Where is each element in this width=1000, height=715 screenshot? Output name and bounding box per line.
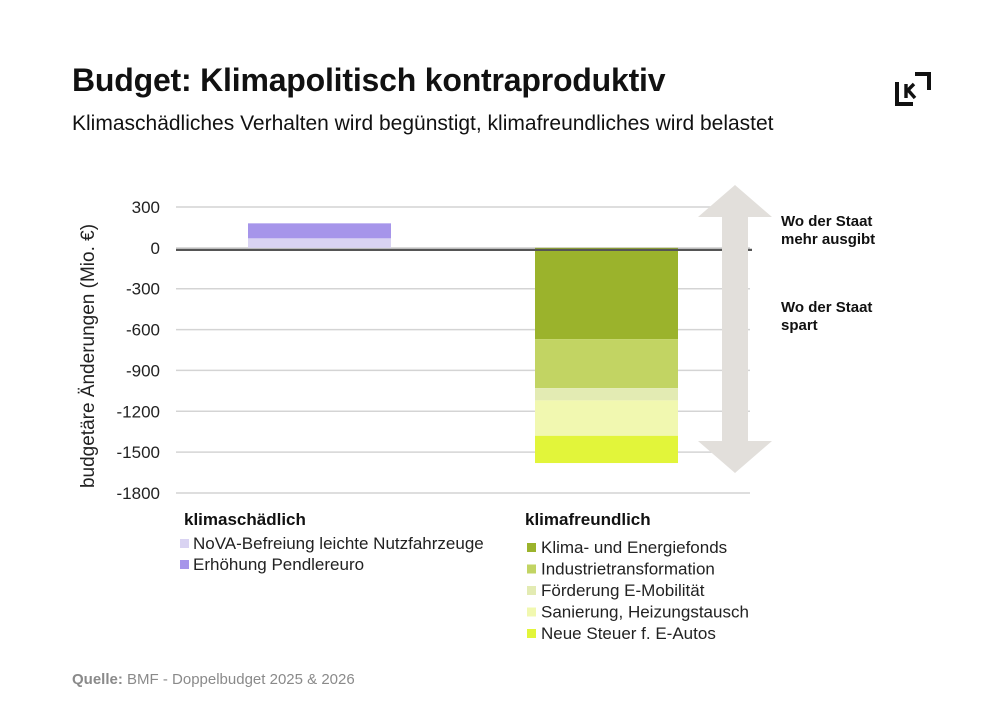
y-tick-label: -900 xyxy=(126,361,160,380)
direction-arrow: Wo der Staat mehr ausgibt Wo der Staat spar… xyxy=(698,185,875,473)
kontrast-logo-icon xyxy=(895,72,931,106)
legend-label: Sanierung, Heizungstausch xyxy=(541,603,749,622)
legend-swatch xyxy=(527,629,536,638)
bar-segment xyxy=(535,247,678,340)
source-note: Quelle: BMF - Doppelbudget 2025 & 2026 xyxy=(72,671,355,688)
y-tick-label: -1200 xyxy=(117,402,160,421)
annotation-up: Wo der Staat mehr ausgibt xyxy=(781,213,875,248)
bars xyxy=(248,223,678,464)
annotation-down: Wo der Staat spart xyxy=(781,299,872,334)
legend-swatch xyxy=(527,543,536,552)
legend-swatch xyxy=(527,607,536,617)
y-tick-label: 0 xyxy=(151,239,160,258)
legend-label: Industrietransformation xyxy=(541,560,715,579)
double-arrow-shape xyxy=(698,185,772,473)
y-tick-label: -1800 xyxy=(117,484,160,503)
category-label: klimafreundlich xyxy=(525,510,651,529)
page-subtitle: Klimaschädliches Verhalten wird begünsti… xyxy=(72,112,774,135)
page-title: Budget: Klimapolitisch kontraproduktiv xyxy=(72,62,666,98)
legend-swatch xyxy=(527,586,536,595)
legend-label: Erhöhung Pendlereuro xyxy=(193,555,364,574)
bar-segment xyxy=(535,388,678,401)
legend-swatch xyxy=(180,560,189,569)
bar-segment xyxy=(248,238,391,248)
y-axis-label: budgetäre Änderungen (Mio. €) xyxy=(78,224,99,488)
bar-segment xyxy=(248,223,391,239)
y-tick-label: -300 xyxy=(126,280,160,299)
y-axis: 300 0 -300 -600 -900 -1200 -1500 -1800 budgetäre… xyxy=(78,198,752,503)
legend-swatch xyxy=(527,564,536,574)
y-tick-label: -600 xyxy=(126,321,160,340)
bar-segment xyxy=(535,400,678,436)
legend-label: Neue Steuer f. E-Autos xyxy=(541,624,716,643)
legend-swatch xyxy=(180,539,189,548)
y-tick-label: -1500 xyxy=(117,443,160,462)
category-label: klimaschädlich xyxy=(184,510,306,529)
y-tick-label: 300 xyxy=(132,198,160,217)
source-label: Quelle: xyxy=(72,671,123,688)
legend-label: Förderung E-Mobilität xyxy=(541,581,705,600)
legend-label: Klima- und Energiefonds xyxy=(541,538,727,557)
legend: klimaschädlich klimafreundlich NoVA-Befrei… xyxy=(180,510,749,643)
legend-label: NoVA-Befreiung leichte Nutzfahrzeuge xyxy=(193,534,484,553)
bar-segment xyxy=(535,339,678,389)
bar-segment xyxy=(535,435,678,464)
source-text: BMF - Doppelbudget 2025 & 2026 xyxy=(127,671,355,688)
